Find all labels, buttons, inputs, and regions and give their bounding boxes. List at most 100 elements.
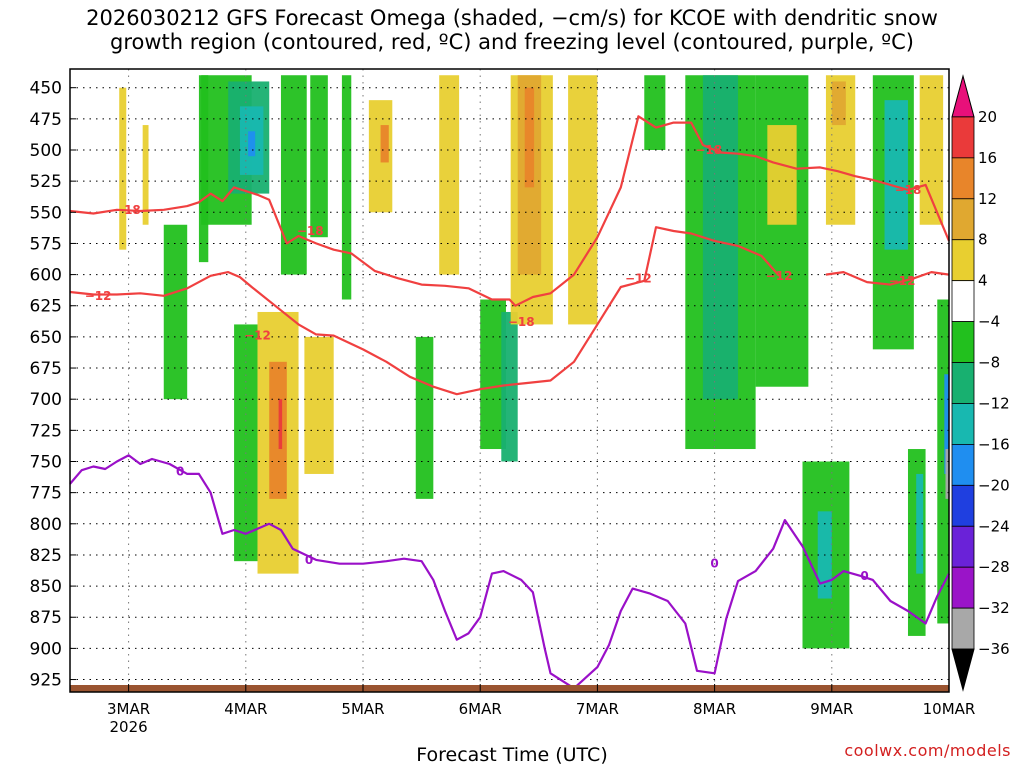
contour-label: −18 (297, 224, 324, 238)
y-tick-label: 800 (30, 515, 62, 535)
omega-shading (119, 75, 949, 649)
omega-patch (439, 75, 460, 275)
contour-label: −12 (766, 269, 793, 283)
colorbar-label: 12 (978, 190, 997, 208)
y-tick-label: 750 (30, 452, 62, 472)
y-tick-label: 450 (30, 79, 62, 99)
colorbar-label: −8 (978, 354, 1000, 372)
x-tick-label: 9MAR (810, 700, 853, 718)
omega-patch (278, 399, 283, 450)
title-line-2: growth region (contoured, red, ºC) and f… (110, 30, 914, 54)
y-tick-label: 650 (30, 328, 62, 348)
omega-patch (119, 87, 127, 250)
contour-line (69, 115, 951, 307)
y-tick-label: 825 (30, 546, 62, 566)
y-tick-label: 475 (30, 110, 62, 130)
y-tick-label: 550 (30, 203, 62, 223)
colorbar-segment (951, 157, 975, 200)
omega-patch (937, 299, 949, 624)
x-tick-label: 10MAR (923, 700, 976, 718)
colorbar-cap-bottom (951, 648, 975, 692)
omega-patch (884, 100, 908, 250)
x-tick-label: 5MAR (341, 700, 384, 718)
contour-label: 0 (305, 553, 313, 567)
title-line-1: 2026030212 GFS Forecast Omega (shaded, −… (86, 6, 938, 30)
omega-patch (524, 87, 535, 188)
footer-credit[interactable]: coolwx.com/models (844, 741, 1011, 760)
colorbar-cap-top (951, 74, 975, 118)
colorbar-label: −36 (978, 640, 1010, 658)
omega-patch (919, 75, 944, 225)
colorbar-label: −28 (978, 558, 1010, 576)
omega-patch (916, 473, 924, 574)
colorbar-segment (951, 239, 975, 282)
y-tick-label: 900 (30, 639, 62, 659)
contour-label: 0 (860, 569, 868, 583)
y-tick-label: 500 (30, 141, 62, 161)
omega-patch (380, 125, 389, 163)
plot-frame (69, 68, 950, 693)
contour-label: −18 (895, 183, 922, 197)
colorbar-label: −32 (978, 599, 1010, 617)
omega-patch (248, 131, 256, 157)
y-tick-label: 525 (30, 172, 62, 192)
colorbar-label: −4 (978, 313, 1000, 331)
x-tick-sublabel: 2026 (110, 718, 148, 736)
omega-patch (142, 125, 149, 225)
y-tick-label: 925 (30, 671, 62, 691)
contour-label: −18 (114, 203, 141, 217)
omega-patch (280, 75, 307, 275)
omega-patch (702, 75, 739, 400)
colorbar-segment (951, 607, 975, 650)
y-tick-label: 600 (30, 266, 62, 286)
x-tick-label: 8MAR (693, 700, 736, 718)
omega-patch (415, 336, 434, 499)
y-tick-label: 700 (30, 390, 62, 410)
x-tick-label: 6MAR (459, 700, 502, 718)
contour-label: −18 (508, 315, 535, 329)
contour-label: 0 (710, 557, 718, 571)
colorbar-label: 4 (978, 272, 988, 290)
contour-line (69, 454, 950, 690)
x-tick-label: 3MAR (107, 700, 150, 718)
terrain-bar (70, 685, 949, 692)
omega-patch (501, 311, 518, 462)
colorbar-segment (951, 484, 975, 527)
contour-line (825, 271, 950, 286)
omega-patch (767, 125, 797, 225)
x-axis-label: Forecast Time (UTC) (416, 744, 608, 766)
omega-patch (831, 81, 846, 126)
y-tick-label: 675 (30, 359, 62, 379)
y-tick-label: 850 (30, 577, 62, 597)
omega-patch (644, 75, 666, 150)
colorbar-label: −16 (978, 435, 1010, 453)
x-tick-label: 4MAR (224, 700, 267, 718)
colorbar-label: −24 (978, 517, 1010, 535)
colorbar-segment (951, 525, 975, 568)
omega-patch (568, 75, 598, 325)
omega-patch (234, 324, 258, 562)
omega-patch (944, 374, 949, 474)
colorbar-segment (951, 403, 975, 445)
omega-patch (310, 75, 328, 238)
y-tick-label: 875 (30, 608, 62, 628)
contour-label: −12 (625, 271, 652, 285)
omega-patch (945, 449, 949, 499)
y-tick-label: 625 (30, 297, 62, 317)
omega-patch (304, 336, 334, 474)
contour-label: −12 (244, 329, 271, 343)
colorbar-segment (951, 362, 975, 404)
omega-patch (163, 224, 188, 400)
colorbar-label: 20 (978, 108, 997, 126)
colorbar: 20 16 12 8 4 −4 −8 −12 −16 −20 −24 −28 −32 −36 (951, 74, 1010, 692)
x-tick-label: 7MAR (576, 700, 619, 718)
colorbar-label: −20 (978, 476, 1010, 494)
colorbar-label: 16 (978, 149, 997, 167)
y-tick-label: 575 (30, 234, 62, 254)
omega-patch (341, 75, 352, 300)
y-tick-label: 725 (30, 421, 62, 441)
contour-label: −18 (695, 143, 722, 157)
